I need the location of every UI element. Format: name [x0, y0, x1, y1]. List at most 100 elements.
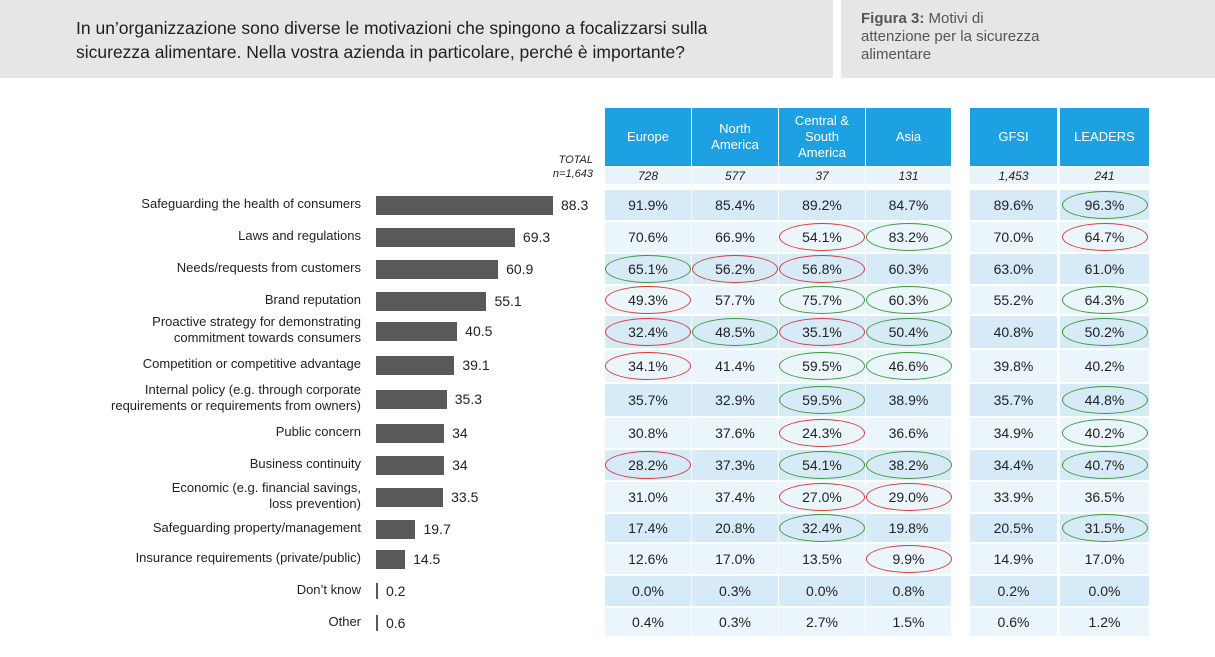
- highlight-above-oval: [865, 286, 952, 314]
- table-cell: 96.3%: [1060, 190, 1149, 220]
- category-label-line: requirements or requirements from owners…: [111, 398, 361, 413]
- table-cell-value: 31.5%: [1084, 520, 1125, 536]
- table-cell-value: 29.0%: [888, 489, 929, 505]
- table-cell-value: 44.8%: [1084, 392, 1125, 408]
- table-cell-value: 17.0%: [715, 551, 755, 567]
- table-cell: 19.8%: [866, 514, 951, 542]
- table-cell: 40.2%: [1060, 418, 1149, 448]
- column-header: Asia: [866, 108, 951, 166]
- table-cell: 27.0%: [779, 482, 865, 512]
- table-cell-value: 30.8%: [628, 425, 668, 441]
- bar-value-label: 34: [452, 457, 468, 473]
- bar-value-label: 0.6: [386, 615, 406, 631]
- table-cell-value: 54.1%: [802, 229, 842, 245]
- table-cell: 70.6%: [605, 222, 691, 252]
- table-cell-value: 91.9%: [628, 197, 668, 213]
- column-header-line: Europe: [627, 129, 669, 144]
- bar-value-label: 69.3: [522, 229, 551, 245]
- table-cell: 65.1%: [605, 254, 691, 284]
- table-cell: 64.7%: [1060, 222, 1149, 252]
- table-cell: 33.9%: [970, 482, 1057, 512]
- table-cell-value: 89.6%: [993, 197, 1034, 213]
- table-cell-value: 56.2%: [715, 261, 755, 277]
- table-cell-value: 39.8%: [993, 358, 1034, 374]
- highlight-above-oval: [865, 223, 952, 251]
- table-cell-value: 0.3%: [719, 614, 751, 630]
- table-cell-value: 38.2%: [888, 457, 929, 473]
- table-cell-value: 32.9%: [715, 392, 755, 408]
- column-header-line: Asia: [895, 129, 922, 144]
- table-cell-value: 0.4%: [632, 614, 664, 630]
- table-cell: 60.3%: [866, 254, 951, 284]
- category-label: Insurance requirements (private/public): [136, 550, 361, 566]
- table-cell: 44.8%: [1060, 384, 1149, 416]
- highlight-above-oval: [1061, 318, 1148, 346]
- table-cell-value: 34.1%: [628, 358, 668, 374]
- table-cell-value: 49.3%: [628, 292, 668, 308]
- question-line-2: sicurezza alimentare. Nella vostra azien…: [76, 42, 685, 62]
- table-cell: 54.1%: [779, 222, 865, 252]
- bar-value-label: 55.1: [494, 293, 522, 309]
- highlight-below-oval: [605, 352, 691, 380]
- highlight-above-oval: [1061, 419, 1148, 447]
- table-cell-value: 0.2%: [997, 583, 1030, 599]
- table-cell-value: 56.8%: [802, 261, 842, 277]
- table-cell-value: 83.2%: [888, 229, 929, 245]
- figure-caption: Figura 3: Motivi di attenzione per la si…: [841, 0, 1215, 78]
- table-cell-value: 75.7%: [802, 292, 842, 308]
- bar-value-label: 40.5: [465, 323, 493, 339]
- highlight-below-oval: [605, 318, 691, 346]
- table-cell: 64.3%: [1060, 286, 1149, 314]
- table-cell: 40.7%: [1060, 450, 1149, 480]
- table-cell-value: 20.5%: [993, 520, 1034, 536]
- table-cell-value: 55.2%: [993, 292, 1034, 308]
- category-label-line: Internal policy (e.g. through corporate: [144, 382, 361, 397]
- column-header: LEADERS: [1060, 108, 1149, 166]
- column-header-line: GFSI: [998, 129, 1029, 144]
- table-cell: 50.2%: [1060, 316, 1149, 348]
- highlight-below-oval: [692, 255, 778, 283]
- column-n: 241: [1060, 168, 1149, 184]
- column-header-line: Central &: [794, 113, 850, 128]
- category-label-line: Brand reputation: [264, 292, 361, 307]
- table-cell: 54.1%: [779, 450, 865, 480]
- table-cell: 0.2%: [970, 576, 1057, 606]
- table-cell: 40.8%: [970, 316, 1057, 348]
- table-cell-value: 1.5%: [892, 614, 925, 630]
- table-cell-value: 14.9%: [993, 551, 1034, 567]
- table-cell-value: 9.9%: [892, 551, 925, 567]
- column-header: GFSI: [970, 108, 1057, 166]
- column-n: 1,453: [970, 168, 1057, 184]
- table-cell-value: 34.4%: [993, 457, 1034, 473]
- table-cell-value: 35.7%: [628, 392, 668, 408]
- table-cell-value: 40.2%: [1084, 358, 1125, 374]
- bar: [376, 615, 378, 631]
- table-cell-value: 19.8%: [888, 520, 929, 536]
- table-cell-value: 37.4%: [715, 489, 755, 505]
- table-cell-value: 64.3%: [1084, 292, 1125, 308]
- bar: [376, 550, 406, 569]
- category-label-line: Insurance requirements (private/public): [135, 550, 361, 565]
- column-n: 131: [866, 168, 951, 184]
- table-cell-value: 20.8%: [715, 520, 755, 536]
- category-label-line: Proactive strategy for demonstrating: [152, 314, 361, 329]
- category-label: Other: [328, 614, 361, 630]
- table-cell: 0.0%: [605, 576, 691, 606]
- table-cell-value: 66.9%: [715, 229, 755, 245]
- table-cell-value: 32.4%: [802, 520, 842, 536]
- highlight-above-oval: [605, 255, 691, 283]
- table-cell: 35.7%: [970, 384, 1057, 416]
- table-cell: 56.8%: [779, 254, 865, 284]
- table-cell: 63.0%: [970, 254, 1057, 284]
- table-cell-value: 50.4%: [888, 324, 929, 340]
- table-cell: 0.0%: [779, 576, 865, 606]
- table-cell-value: 70.6%: [628, 229, 668, 245]
- table-cell: 0.0%: [1060, 576, 1149, 606]
- table-cell-value: 38.9%: [888, 392, 929, 408]
- column-header-line: LEADERS: [1074, 129, 1135, 144]
- column-n: 577: [692, 168, 778, 184]
- category-label: Needs/requests from customers: [177, 260, 361, 276]
- table-cell-value: 0.6%: [997, 614, 1030, 630]
- highlight-above-oval: [1061, 386, 1148, 414]
- table-cell: 83.2%: [865, 222, 952, 252]
